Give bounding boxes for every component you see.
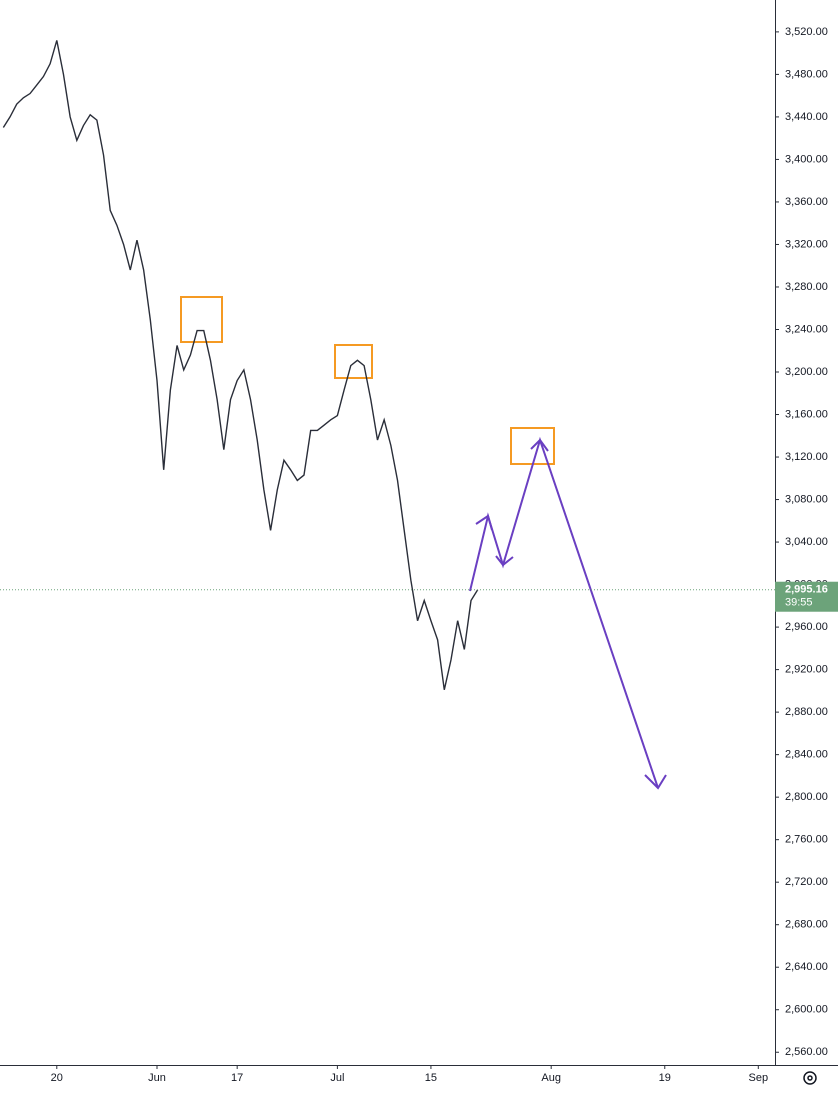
arrow-head [644,774,667,790]
highlight-box [334,344,373,379]
y-tick-label: 2,840.00 [785,749,828,761]
highlight-box [180,296,223,343]
y-tick-label: 3,080.00 [785,493,828,505]
gear-ring[interactable] [803,1071,817,1085]
annotations [180,296,667,790]
y-tick-label: 3,280.00 [785,281,828,293]
arrow-head [530,438,549,452]
y-tick-label: 3,240.00 [785,323,828,335]
x-tick-label: 19 [659,1072,671,1084]
y-tick-label: 3,400.00 [785,153,828,165]
arrow-head [475,514,493,531]
y-tick-label: 2,760.00 [785,834,828,846]
y-tick-label: 2,800.00 [785,791,828,803]
settings-icon[interactable] [803,1071,817,1085]
y-tick-label: 3,520.00 [785,26,828,38]
y-tick-label: 3,360.00 [785,196,828,208]
y-tick-label: 3,160.00 [785,408,828,420]
y-tick-label: 2,720.00 [785,876,828,888]
x-tick-label: Sep [749,1072,769,1084]
last-price-box [775,581,838,612]
y-tick-label: 2,920.00 [785,664,828,676]
arrow-head [495,555,514,567]
y-tick-label: 3,120.00 [785,451,828,463]
y-tick-label: 3,040.00 [785,536,828,548]
x-tick-label: Jul [330,1072,344,1084]
y-tick-label: 2,880.00 [785,706,828,718]
y-tick-label: 3,200.00 [785,366,828,378]
y-tick-label: 2,560.00 [785,1046,828,1058]
countdown-label: 39:55 [785,597,813,609]
x-tick-label: 20 [51,1072,63,1084]
y-tick-label: 2,960.00 [785,621,828,633]
last-price-label: 2,995.16 [785,584,828,596]
gear-hub[interactable] [807,1075,813,1081]
x-tick-label: Jun [148,1072,166,1084]
y-tick-label: 2,640.00 [785,961,828,973]
y-tick-label: 2,600.00 [785,1004,828,1016]
y-tick-label: 3,480.00 [785,68,828,80]
x-tick-label: 15 [425,1072,437,1084]
x-tick-label: 17 [231,1072,243,1084]
y-tick-label: 3,440.00 [785,111,828,123]
price-line [2,40,479,690]
y-tick-label: 3,320.00 [785,238,828,250]
x-tick-label: Aug [541,1072,561,1084]
y-tick-label: 2,680.00 [785,919,828,931]
